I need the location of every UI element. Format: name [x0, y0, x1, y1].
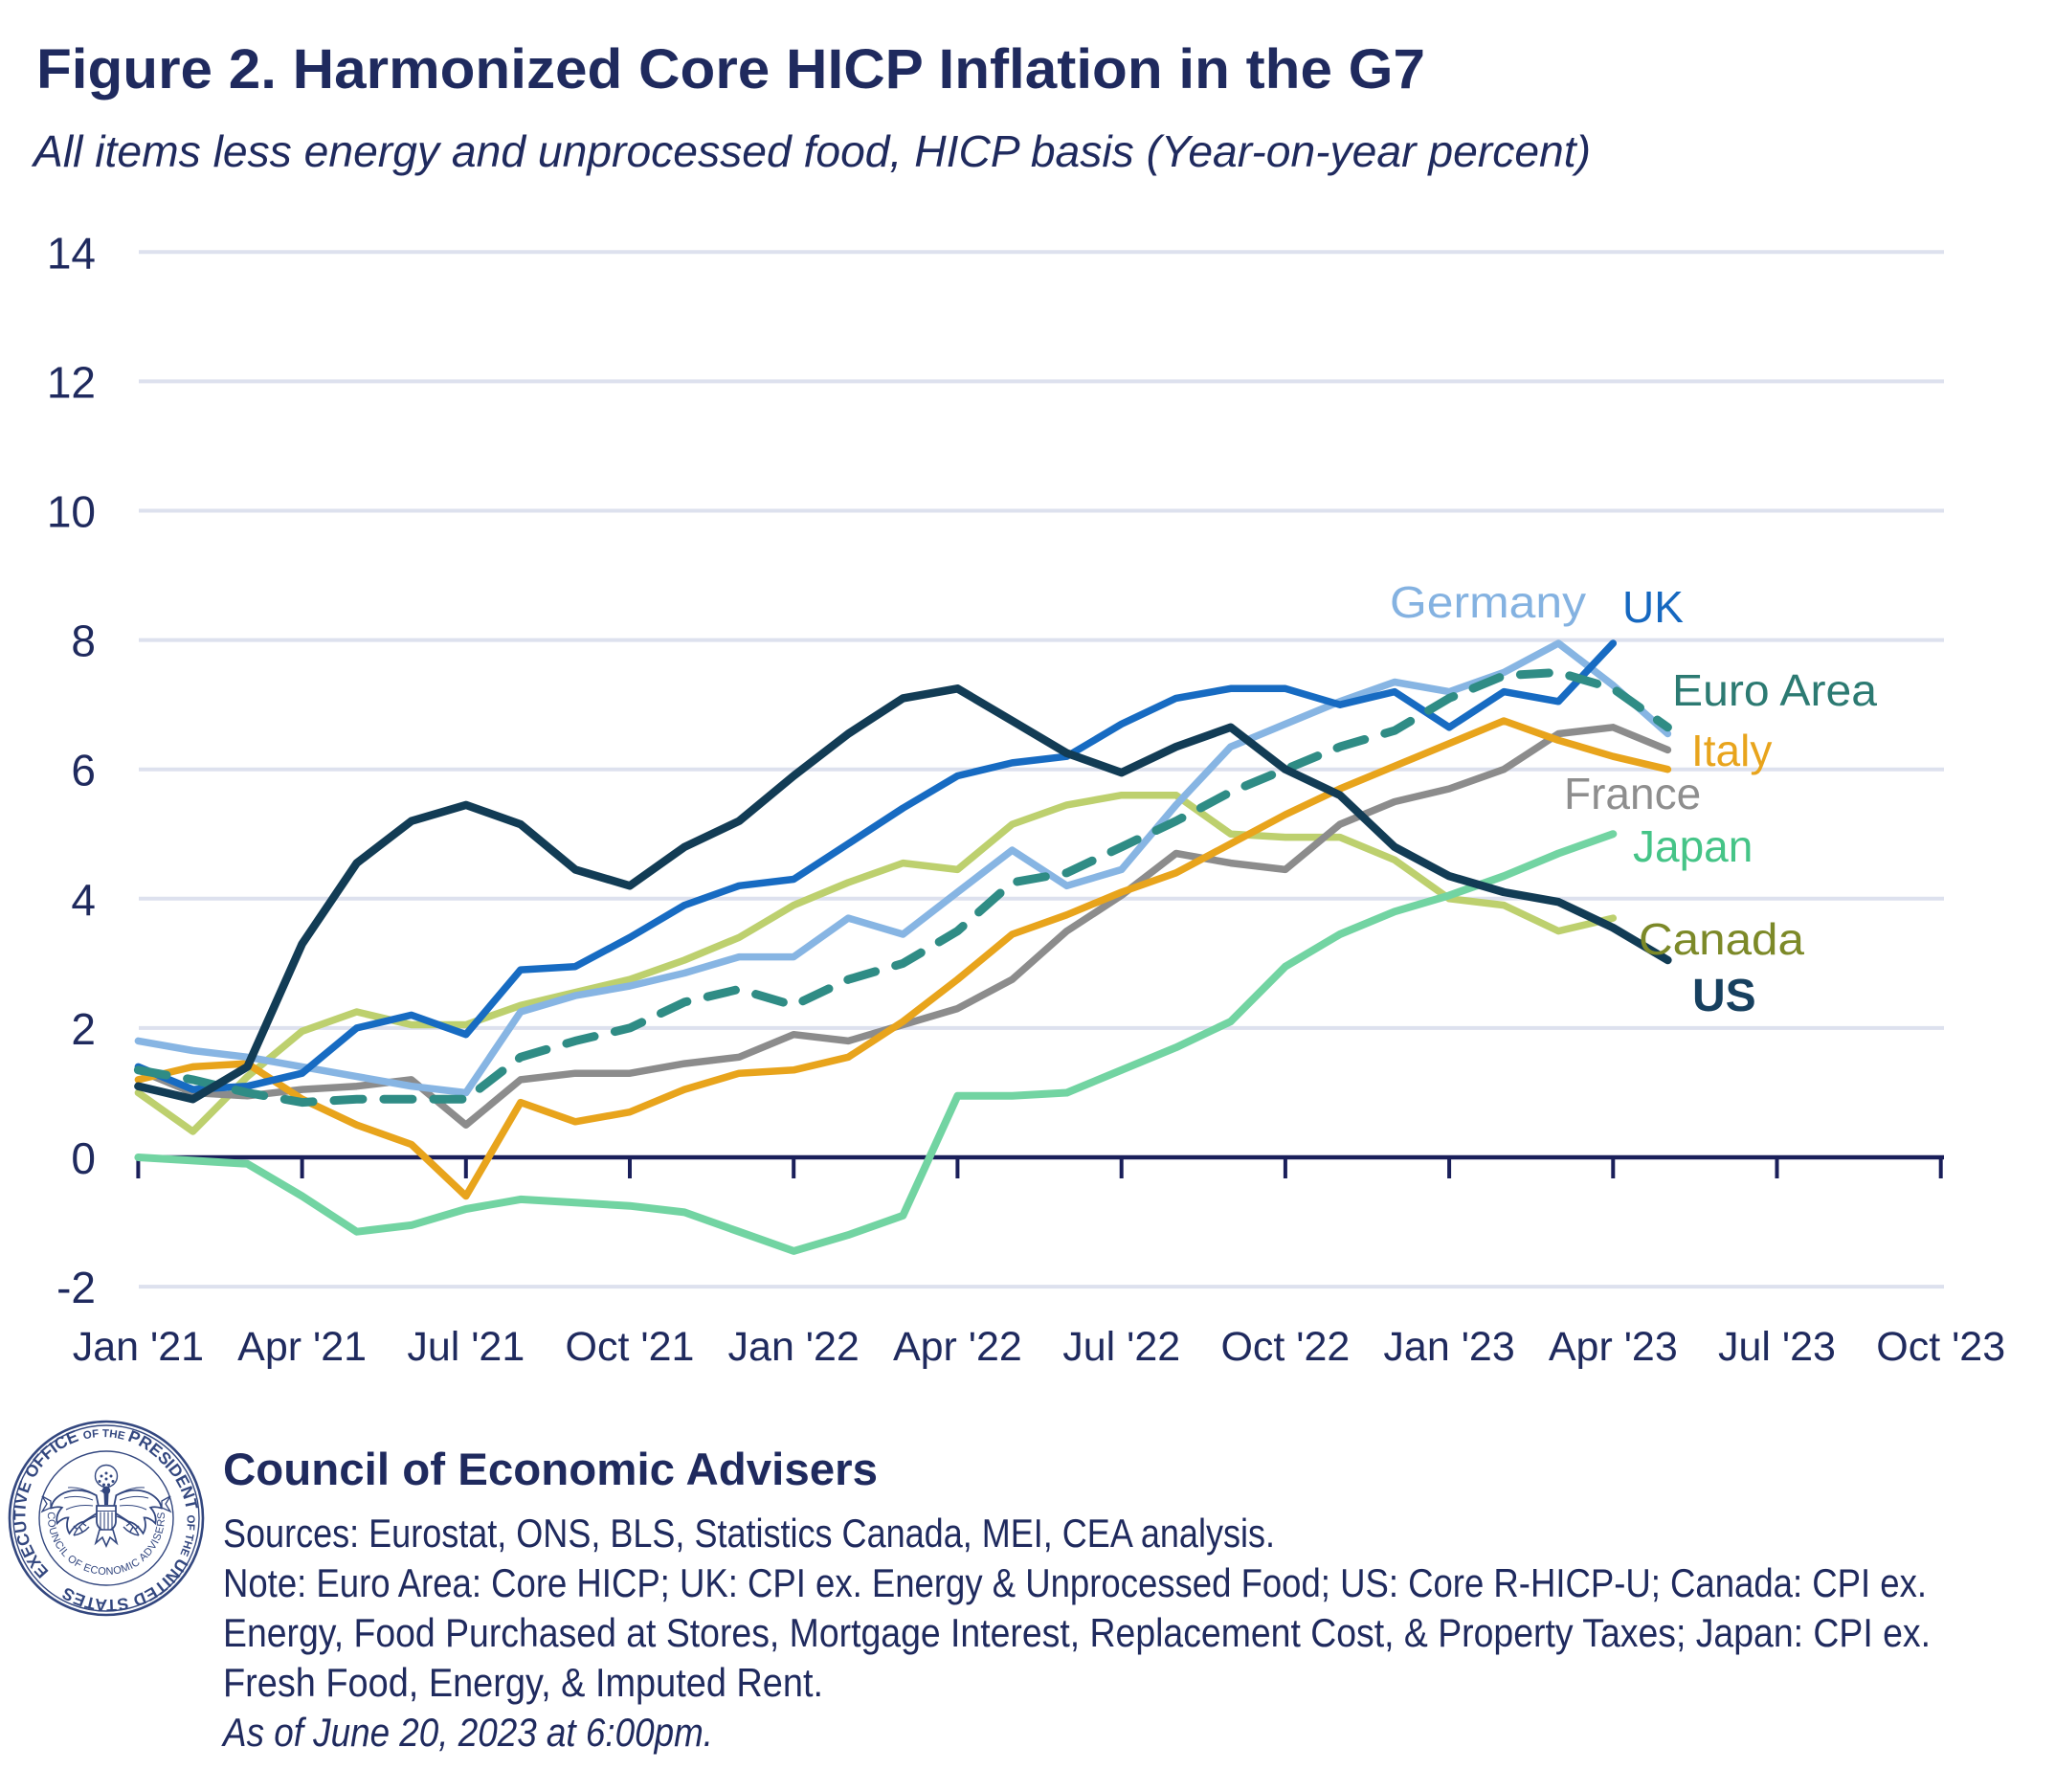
svg-text:8: 8 [71, 616, 96, 666]
svg-text:Germany: Germany [1390, 577, 1586, 627]
svg-text:Euro Area: Euro Area [1672, 665, 1877, 715]
svg-text:US: US [1692, 971, 1756, 1021]
svg-text:Oct '21: Oct '21 [566, 1324, 695, 1370]
svg-text:Fresh Food, Energy, & Imputed: Fresh Food, Energy, & Imputed Rent. [223, 1660, 823, 1705]
svg-text:6: 6 [71, 746, 96, 795]
svg-text:Jul '23: Jul '23 [1718, 1324, 1836, 1370]
svg-text:-2: -2 [56, 1263, 96, 1312]
svg-text:Sources: Eurostat, ONS, BLS, S: Sources: Eurostat, ONS, BLS, Statistics … [223, 1511, 1275, 1556]
svg-text:UK: UK [1622, 582, 1684, 632]
svg-text:Council of Economic Advisers: Council of Economic Advisers [223, 1444, 878, 1494]
svg-text:2: 2 [71, 1004, 96, 1054]
svg-text:All items less energy and unpr: All items less energy and unprocessed fo… [31, 126, 1591, 176]
svg-text:France: France [1564, 769, 1701, 818]
svg-text:Jul '22: Jul '22 [1062, 1324, 1180, 1370]
svg-text:Figure 2. Harmonized Core HICP: Figure 2. Harmonized Core HICP Inflation… [36, 38, 1425, 101]
svg-text:Apr '23: Apr '23 [1549, 1324, 1678, 1370]
svg-text:Jan '22: Jan '22 [728, 1324, 860, 1370]
svg-text:Jan '21: Jan '21 [73, 1324, 204, 1370]
svg-text:Apr '21: Apr '21 [237, 1324, 367, 1370]
svg-text:Italy: Italy [1691, 726, 1772, 775]
svg-text:Canada: Canada [1639, 914, 1804, 964]
svg-text:Jan '23: Jan '23 [1383, 1324, 1514, 1370]
svg-text:Japan: Japan [1633, 821, 1753, 871]
svg-text:Oct '23: Oct '23 [1876, 1324, 2005, 1370]
svg-text:Energy, Food Purchased at Stor: Energy, Food Purchased at Stores, Mortga… [223, 1610, 1931, 1655]
svg-text:Apr '22: Apr '22 [893, 1324, 1022, 1370]
svg-text:4: 4 [71, 875, 96, 925]
svg-text:0: 0 [71, 1133, 96, 1183]
svg-text:Oct '22: Oct '22 [1220, 1324, 1350, 1370]
svg-text:Note: Euro Area: Core HICP; UK: Note: Euro Area: Core HICP; UK: CPI ex. … [223, 1560, 1927, 1605]
svg-text:As of June 20, 2023 at 6:00pm.: As of June 20, 2023 at 6:00pm. [220, 1710, 713, 1755]
svg-text:14: 14 [47, 228, 96, 278]
svg-text:Jul '21: Jul '21 [407, 1324, 525, 1370]
svg-text:10: 10 [47, 487, 96, 537]
svg-text:12: 12 [47, 357, 96, 407]
